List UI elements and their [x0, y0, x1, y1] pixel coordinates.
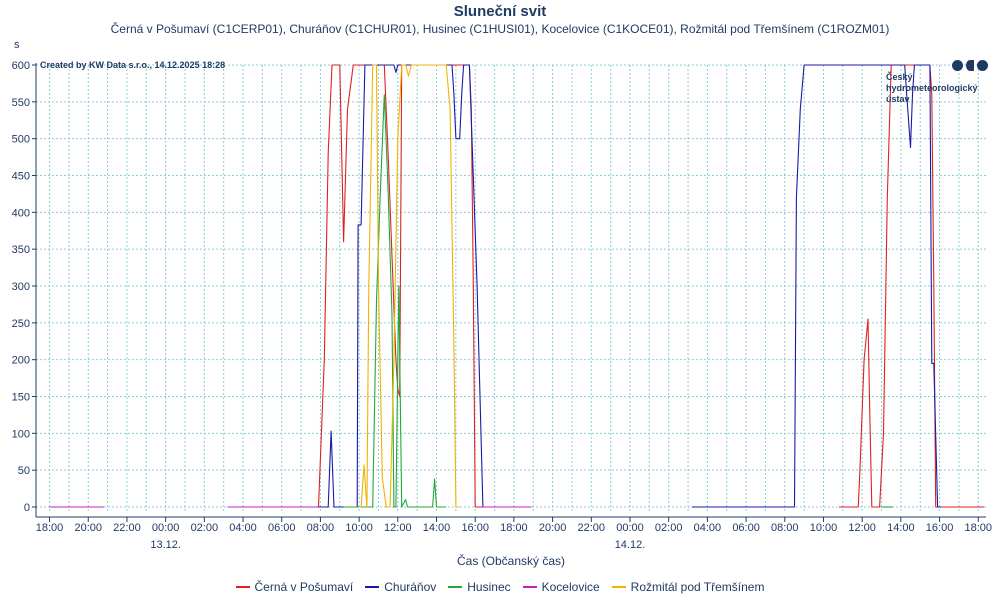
x-tick-label: 08:00 — [771, 522, 799, 534]
legend-swatch — [365, 586, 380, 588]
logo-mark-icon — [952, 60, 996, 71]
legend-label: Černá v Pošumaví — [254, 580, 354, 594]
x-tick-label: 16:00 — [461, 522, 489, 534]
series-5 — [359, 64, 460, 508]
x-tick-label: 02:00 — [655, 522, 683, 534]
legend-label: Kocelovice — [541, 580, 600, 594]
x-tick-label: 14:00 — [423, 522, 451, 534]
x-tick-label: 18:00 — [36, 522, 64, 534]
y-tick-label: 400 — [12, 207, 30, 219]
logo-text-line2: hydrometeorologický — [886, 83, 978, 93]
legend-item: Černá v Pošumaví — [235, 580, 354, 594]
legend-swatch — [522, 586, 537, 588]
x-tick-label: 00:00 — [616, 522, 644, 534]
chart-legend: Černá v Pošumaví Churáňov Husinec Kocelovic… — [0, 580, 1000, 594]
logo-text-line3: ústav — [886, 94, 910, 104]
x-tick-label: 16:00 — [926, 522, 954, 534]
x-tick-label: 10:00 — [810, 522, 838, 534]
x-tick-label: 20:00 — [74, 522, 102, 534]
x-tick-label: 12:00 — [848, 522, 876, 534]
chart-subtitle: Černá v Pošumaví (C1CERP01), Churáňov (C… — [110, 22, 890, 36]
legend-item: Churáňov — [365, 580, 436, 594]
y-tick-label: 0 — [24, 502, 30, 514]
x-tick-label: 08:00 — [307, 522, 335, 534]
grid — [36, 64, 986, 513]
legend-label: Churáňov — [384, 580, 437, 594]
date-label: 13.12. — [150, 539, 181, 551]
series-line — [227, 64, 493, 508]
x-tick-label: 22:00 — [113, 522, 141, 534]
y-tick-label: 100 — [12, 428, 30, 440]
chart-title: Sluneční svit — [453, 3, 547, 20]
logo-text-line1: Český — [886, 72, 913, 82]
y-tick-label: 50 — [18, 465, 30, 477]
x-tick-label: 04:00 — [229, 522, 257, 534]
chmi-logo: Český hydrometeorologický ústav — [886, 60, 996, 104]
series-2 — [227, 64, 942, 508]
series-line — [359, 64, 460, 508]
y-tick-label: 550 — [12, 97, 30, 109]
legend-label: Husinec — [467, 580, 511, 594]
x-tick-label: 06:00 — [268, 522, 296, 534]
y-tick-label: 450 — [12, 171, 30, 183]
date-label: 14.12. — [615, 539, 646, 551]
x-tick-label: 22:00 — [578, 522, 606, 534]
y-tick-label: 600 — [12, 60, 30, 72]
legend-item: Kocelovice — [522, 580, 600, 594]
credit-text: Created by KW Data s.r.o., 14.12.2025 18… — [40, 60, 226, 70]
series-3 — [343, 93, 894, 508]
legend-label: Rožmitál pod Třemšínem — [630, 580, 765, 594]
legend-swatch — [235, 586, 250, 588]
series-line — [691, 64, 942, 508]
x-tick-label: 18:00 — [964, 522, 992, 534]
legend-item: Husinec — [448, 580, 511, 594]
y-tick-label: 350 — [12, 244, 30, 256]
y-tick-label: 500 — [12, 134, 30, 146]
legend-item: Rožmitál pod Třemšínem — [611, 580, 765, 594]
legend-swatch — [611, 586, 626, 588]
legend-swatch — [448, 586, 463, 588]
y-tick-label: 300 — [12, 281, 30, 293]
x-tick-label: 04:00 — [694, 522, 722, 534]
x-tick-label: 14:00 — [887, 522, 915, 534]
x-tick-label: 00:00 — [152, 522, 180, 534]
series-line — [343, 93, 447, 508]
x-tick-label: 02:00 — [191, 522, 219, 534]
y-tick-label: 200 — [12, 355, 30, 367]
y-tick-label: 150 — [12, 392, 30, 404]
y-axis-label: s — [14, 39, 20, 51]
x-axis-label: Čas (Občanský čas) — [457, 553, 565, 568]
x-tick-label: 20:00 — [539, 522, 567, 534]
x-tick-label: 10:00 — [345, 522, 373, 534]
x-tick-label: 12:00 — [384, 522, 412, 534]
x-tick-label: 06:00 — [732, 522, 760, 534]
series-line — [839, 64, 985, 508]
y-tick-label: 250 — [12, 318, 30, 330]
x-tick-label: 18:00 — [500, 522, 528, 534]
